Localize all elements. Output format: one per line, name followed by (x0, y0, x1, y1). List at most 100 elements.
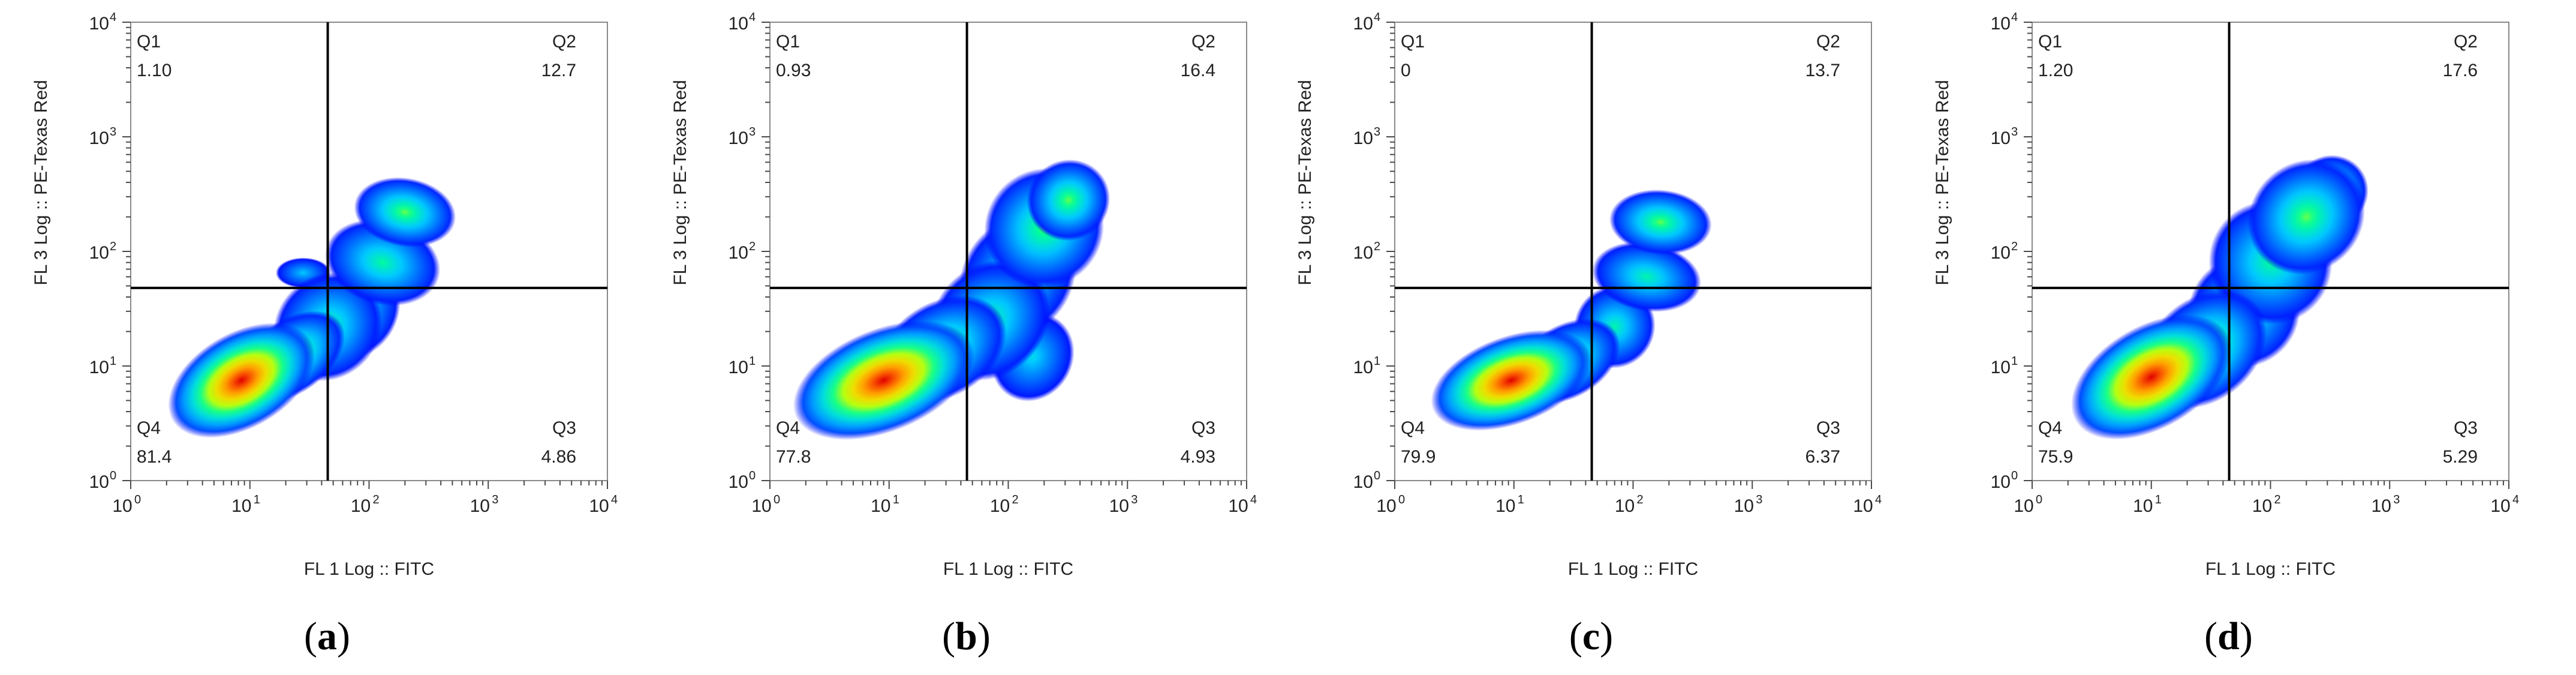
quadrant-percentage: 75.9 (2038, 447, 2073, 467)
flow-plot-panel-a: 10 0 10 1 10 2 10 3 10 410 010 110 210 310 4FL 1 Log :… (31, 11, 618, 658)
y-tick-exponent: 2 (2011, 240, 2018, 253)
quadrant-name: Q4 (137, 418, 161, 438)
x-tick-label: 10 (1615, 496, 1635, 516)
quadrant-percentage: 12.7 (541, 61, 576, 80)
quadrant-percentage: 1.10 (137, 61, 171, 80)
x-tick-exponent: 1 (254, 493, 260, 506)
quadrant-q3-label: Q3 4.86 (541, 418, 576, 467)
x-axis-title: FL 1 Log :: FITC (304, 559, 434, 579)
quadrant-percentage: 0.93 (776, 61, 811, 80)
quadrant-name: Q2 (1816, 32, 1840, 52)
x-tick-label: 10 (1109, 496, 1129, 516)
x-tick-exponent: 4 (1875, 493, 1882, 506)
x-tick-exponent: 2 (1012, 493, 1019, 506)
y-axis-title: FL 3 Log :: PE-Texas Red (1295, 80, 1315, 285)
y-tick-label: 10 (729, 358, 748, 377)
density-cloud (168, 177, 456, 438)
x-tick-label: 10 (990, 496, 1010, 516)
y-tick-exponent: 0 (110, 469, 116, 482)
y-tick-label: 10 (89, 128, 109, 148)
y-axis-title: FL 3 Log :: PE-Texas Red (670, 80, 690, 285)
y-tick-exponent: 3 (749, 125, 756, 139)
density-cloud (793, 159, 1111, 440)
quadrant-percentage: 1.20 (2038, 61, 2073, 80)
y-tick-exponent: 4 (2011, 11, 2018, 24)
quadrant-q3-label: Q3 5.29 (2443, 418, 2478, 467)
quadrant-name: Q1 (776, 32, 800, 52)
y-axis-title: FL 3 Log :: PE-Texas Red (1933, 80, 1952, 285)
quadrant-name: Q4 (776, 418, 800, 438)
y-tick-label: 10 (89, 14, 109, 34)
quadrant-q1-label: Q1 1.10 (137, 32, 171, 80)
x-tick-label: 10 (351, 496, 371, 516)
axis-ticks (122, 22, 608, 489)
x-tick-exponent: 0 (2036, 493, 2042, 506)
x-tick-exponent: 3 (1756, 493, 1762, 506)
y-tick-label: 10 (1353, 128, 1373, 148)
quadrant-percentage: 81.4 (137, 447, 171, 467)
density-blob (793, 320, 974, 440)
y-tick-exponent: 1 (1374, 355, 1380, 368)
y-tick-label: 10 (729, 243, 748, 263)
y-axis-title: FL 3 Log :: PE-Texas Red (31, 80, 51, 285)
density-blob (2071, 314, 2232, 440)
x-tick-exponent: 0 (774, 493, 780, 506)
quadrant-q1-label: Q1 0.93 (776, 32, 811, 80)
panel-caption: (a) (304, 614, 350, 658)
density-blob (2247, 159, 2366, 275)
quadrant-name: Q4 (2038, 418, 2062, 438)
quadrant-q1-label: Q10 (1401, 32, 1425, 80)
panel-caption: (b) (942, 614, 991, 658)
x-tick-exponent: 4 (1250, 493, 1257, 506)
quadrant-name: Q3 (1816, 418, 1840, 438)
quadrant-q4-label: Q4 77.8 (776, 418, 811, 467)
y-tick-exponent: 2 (1374, 240, 1380, 253)
y-tick-label: 10 (729, 14, 748, 34)
y-tick-label: 10 (1991, 243, 2011, 263)
x-tick-label: 10 (2014, 496, 2033, 516)
quadrant-percentage: 4.86 (541, 447, 576, 467)
y-tick-label: 10 (729, 472, 748, 492)
quadrant-percentage: 0 (1401, 61, 1411, 80)
axis-ticks (762, 22, 1247, 489)
quadrant-q4-label: Q4 79.9 (1401, 418, 1436, 467)
x-tick-exponent: 2 (1637, 493, 1644, 506)
quadrant-q3-label: Q3 4.93 (1181, 418, 1215, 467)
y-tick-label: 10 (1991, 128, 2011, 148)
flow-plot-panel-b: 10 0 10 1 10 2 10 3 10 410 010 110 210 310 4FL 1 Log :… (670, 11, 1257, 658)
y-tick-label: 10 (89, 243, 109, 263)
quadrant-q4-label: Q4 81.4 (137, 418, 171, 467)
x-tick-exponent: 4 (2512, 493, 2519, 506)
x-tick-exponent: 0 (134, 493, 141, 506)
y-tick-label: 10 (1353, 358, 1373, 377)
x-tick-exponent: 3 (1131, 493, 1137, 506)
x-tick-label: 10 (1853, 496, 1873, 516)
x-tick-label: 10 (751, 496, 771, 516)
y-tick-exponent: 2 (110, 240, 116, 253)
density-cloud (1431, 189, 1712, 431)
quadrant-q2-label: Q2 16.4 (1181, 32, 1215, 80)
x-axis-title: FL 1 Log :: FITC (1568, 559, 1698, 579)
density-blob (1592, 241, 1701, 312)
quadrant-name: Q3 (552, 418, 576, 438)
quadrant-percentage: 6.37 (1805, 447, 1840, 467)
quadrant-q2-label: Q2 12.7 (541, 32, 576, 80)
y-tick-exponent: 1 (2011, 355, 2018, 368)
y-tick-label: 10 (89, 472, 109, 492)
quadrant-name: Q1 (2038, 32, 2062, 52)
quadrant-percentage: 17.6 (2443, 61, 2478, 80)
x-tick-label: 10 (470, 496, 490, 516)
quadrant-name: Q2 (2454, 32, 2478, 52)
x-tick-label: 10 (1376, 496, 1396, 516)
y-tick-exponent: 4 (110, 11, 116, 24)
x-tick-exponent: 2 (2274, 493, 2281, 506)
panel-caption: (c) (1569, 614, 1613, 658)
y-tick-exponent: 3 (2011, 125, 2018, 139)
x-tick-label: 10 (1495, 496, 1515, 516)
x-tick-label: 10 (2490, 496, 2510, 516)
y-tick-exponent: 4 (749, 11, 756, 24)
y-tick-label: 10 (1991, 14, 2011, 34)
x-tick-label: 10 (1228, 496, 1248, 516)
quadrant-name: Q1 (1401, 32, 1425, 52)
quadrant-q2-label: Q2 13.7 (1805, 32, 1840, 80)
